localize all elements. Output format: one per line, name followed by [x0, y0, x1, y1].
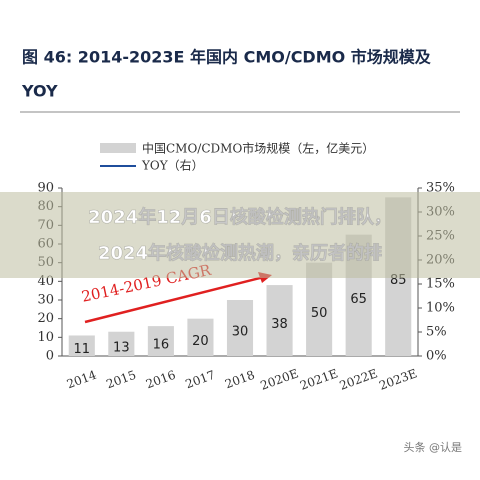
- bar: [147, 326, 174, 356]
- bar: [266, 285, 293, 356]
- chart-title: YOY: [21, 82, 58, 101]
- value-label: 13: [113, 340, 130, 355]
- x-tick-label: 2014: [65, 368, 99, 392]
- value-label: 30: [232, 325, 249, 340]
- chart-title: 图 46: 2014-2023E 年国内 CMO/CDMO 市场规模及: [22, 48, 432, 67]
- y-tick-label: 0: [46, 349, 54, 364]
- bar: [187, 318, 214, 356]
- x-tick-label: 2015: [104, 368, 137, 392]
- y-tick-label: 30: [37, 293, 54, 308]
- trend-arrow: [84, 274, 269, 324]
- value-label: 20: [192, 334, 209, 349]
- y-tick-label: 90: [37, 181, 54, 196]
- y2-tick-label: 5%: [426, 325, 447, 340]
- watermark: 头条 @认是: [404, 440, 463, 454]
- value-label: 16: [153, 338, 170, 353]
- y-tick-label: 20: [37, 311, 54, 326]
- bar: [108, 331, 135, 356]
- overlay-banner: [0, 192, 480, 278]
- value-label: 50: [311, 306, 328, 321]
- x-tick-label: 2018: [223, 368, 256, 392]
- bar: [306, 262, 333, 356]
- y2-tick-label: 15%: [426, 277, 455, 292]
- value-label: 11: [74, 342, 91, 357]
- legend-label: 中国CMO/CDMO市场规模（左，亿美元）: [142, 141, 374, 156]
- x-tick-label: 2023E: [377, 366, 419, 393]
- x-tick-label: 2017: [184, 368, 217, 392]
- y2-tick-label: 35%: [426, 181, 455, 196]
- overlay-title: 2024年12月6日核酸检测热门排队，: [88, 206, 392, 228]
- value-label: 65: [350, 292, 367, 307]
- legend-label: YOY（右）: [141, 158, 204, 173]
- bar: [68, 335, 95, 356]
- overlay-title: 2024年核酸检测热潮，亲历者的排: [98, 242, 382, 264]
- legend-swatch: [100, 143, 136, 153]
- y2-tick-label: 10%: [426, 301, 455, 316]
- value-label: 38: [271, 317, 288, 332]
- x-tick-label: 2020E: [259, 366, 301, 393]
- y-tick-label: 10: [37, 330, 54, 345]
- x-tick-label: 2016: [144, 368, 177, 392]
- bar: [226, 300, 254, 356]
- y2-tick-label: 0%: [426, 349, 447, 364]
- x-tick-label: 2022E: [338, 366, 380, 393]
- x-tick-label: 2021E: [298, 366, 340, 393]
